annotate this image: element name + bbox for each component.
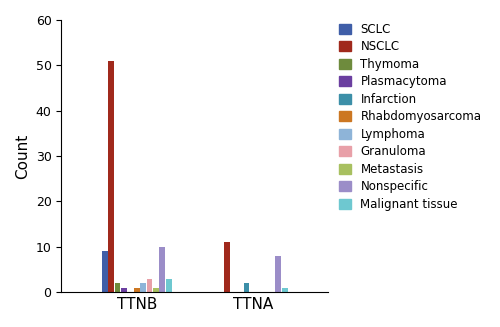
Bar [114, 283, 120, 292]
Bar [166, 279, 172, 292]
Legend: SCLC, NSCLC, Thymoma, Plasmacytoma, Infarction, Rhabdomyosarcoma, Lymphoma, Gran: SCLC, NSCLC, Thymoma, Plasmacytoma, Infa… [337, 21, 484, 213]
Bar [276, 256, 281, 292]
Bar [140, 283, 146, 292]
Bar [160, 247, 165, 292]
Bar [244, 283, 250, 292]
Bar [153, 288, 159, 292]
Bar [224, 242, 230, 292]
Bar [134, 288, 140, 292]
Y-axis label: Count: Count [15, 133, 30, 179]
Bar [102, 251, 108, 292]
Bar [282, 288, 288, 292]
Bar [108, 61, 114, 292]
Bar [146, 279, 152, 292]
Bar [121, 288, 127, 292]
